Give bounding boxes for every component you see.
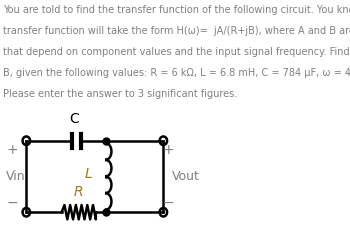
Text: You are told to find the transfer function of the following circuit. You know th: You are told to find the transfer functi… [4, 5, 350, 15]
Text: C: C [69, 113, 79, 127]
Text: L: L [85, 167, 93, 181]
Text: −: − [7, 196, 19, 210]
Text: +: + [7, 143, 19, 157]
Text: transfer function will take the form H(ω)=  jA/(R+jB), where A and B are variabl: transfer function will take the form H(ω… [4, 26, 350, 36]
Text: −: − [163, 196, 174, 210]
Text: B, given the following values: R = 6 kΩ, L = 6.8 mH, C = 784 μF, ω = 4,860 rad/s: B, given the following values: R = 6 kΩ,… [4, 68, 350, 78]
Text: that depend on component values and the input signal frequency. Find the value o: that depend on component values and the … [4, 47, 350, 57]
Text: Vout: Vout [172, 170, 200, 183]
Text: Please enter the answer to 3 significant figures.: Please enter the answer to 3 significant… [4, 89, 238, 99]
Text: +: + [163, 143, 174, 157]
Text: Vin: Vin [6, 170, 25, 183]
Text: R: R [74, 185, 84, 199]
